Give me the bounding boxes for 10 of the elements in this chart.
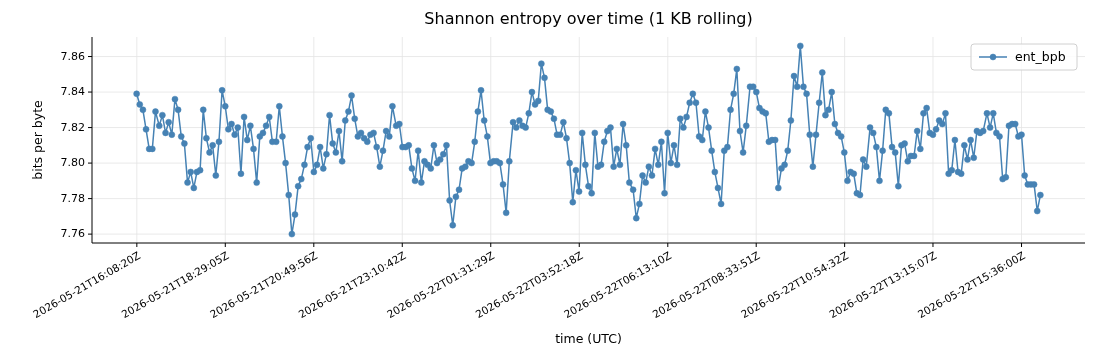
y-tick-label: 7.86 xyxy=(60,49,85,63)
legend-label: ent_bpb xyxy=(1015,48,1066,64)
x-axis-title: time (UTC) xyxy=(555,331,622,346)
y-tick-label: 7.76 xyxy=(60,227,85,241)
y-tick-label: 7.82 xyxy=(60,120,85,134)
y-axis-title: bits per byte xyxy=(30,99,45,180)
y-tick-label: 7.78 xyxy=(60,191,85,205)
chart-title: Shannon entropy over time (1 KB rolling) xyxy=(424,9,753,28)
y-tick-label: 7.84 xyxy=(60,85,85,99)
y-tick-label: 7.80 xyxy=(60,156,85,170)
